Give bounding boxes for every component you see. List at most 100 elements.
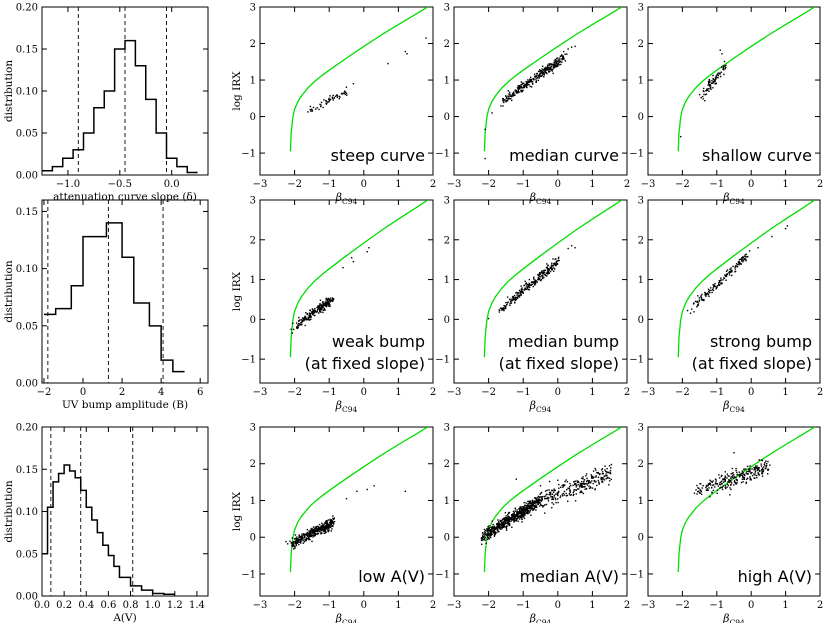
scatter-point [754, 477, 756, 480]
scatter-point [503, 523, 506, 526]
scatter-point [733, 476, 736, 478]
scatter-point [505, 304, 508, 306]
scatter-point [550, 68, 552, 70]
scatter-point [507, 512, 510, 515]
hist-ytick-label: 0.20 [16, 423, 38, 434]
scatter-point [516, 519, 518, 521]
scatter-point [341, 93, 344, 95]
scatter-point [545, 69, 547, 71]
scatter-xtick-label: −1 [322, 600, 337, 611]
scatter-point [321, 532, 323, 534]
scatter-point [746, 472, 748, 475]
scatter-point [568, 486, 571, 488]
scatter-point [517, 511, 519, 513]
scatter-xlabel-sub: C94 [730, 618, 746, 623]
scatter-point [330, 526, 332, 529]
scatter-point [295, 539, 298, 541]
scatter-frame [453, 426, 628, 597]
scatter-point [535, 498, 538, 501]
scatter-point [570, 484, 572, 487]
scatter-point [529, 508, 531, 510]
scatter-point [533, 278, 535, 280]
scatter-point [319, 305, 322, 307]
scatter-point [306, 537, 308, 540]
histogram-frame [41, 199, 209, 384]
scatter-point [501, 523, 504, 525]
scatter-point [301, 535, 303, 537]
scatter-point [686, 309, 689, 312]
scatter-points [686, 225, 789, 314]
scatter-point [522, 89, 524, 92]
scatter-point [316, 533, 318, 536]
scatter-point [541, 272, 543, 274]
scatter-point [585, 482, 587, 485]
scatter-point [295, 322, 298, 324]
scatter-point [334, 95, 337, 97]
scatter-point [518, 509, 521, 511]
scatter-point [323, 527, 325, 529]
scatter-point [721, 483, 723, 485]
scatter-point [601, 479, 603, 481]
panel-label: (at fixed slope) [305, 354, 425, 373]
scatter-point [520, 91, 523, 93]
scatter-point [727, 481, 729, 483]
scatter-point [697, 490, 700, 493]
scatter-xlabel: βC94 [722, 399, 745, 414]
scatter-point [308, 534, 310, 536]
scatter-point [318, 530, 321, 533]
scatter-point [532, 505, 534, 507]
scatter-point [587, 482, 589, 485]
hist-xtick-label: 0.0 [164, 179, 180, 190]
scatter-point [483, 535, 486, 537]
scatter-point [503, 308, 505, 310]
scatter-point [729, 270, 731, 273]
scatter-point [707, 484, 709, 487]
scatter-point [321, 308, 323, 310]
scatter-point [346, 94, 348, 96]
scatter-point [515, 298, 518, 301]
scatter-point [301, 536, 303, 538]
scatter-point [710, 289, 712, 291]
scatter-point [319, 105, 322, 108]
scatter-xtick-label: 1 [589, 387, 595, 398]
scatter-point [536, 281, 538, 283]
scatter-point [536, 499, 538, 501]
scatter-point [326, 527, 329, 529]
scatter-point [309, 108, 311, 111]
scatter-point [761, 468, 763, 471]
histogram-ylabel: distribution [3, 60, 15, 122]
scatter-point [322, 527, 324, 529]
scatter-point [730, 267, 732, 269]
scatter-point [504, 525, 506, 528]
scatter-point [510, 98, 512, 100]
scatter-point [509, 524, 511, 527]
scatter-point [705, 486, 707, 489]
scatter-point [487, 532, 490, 534]
scatter-point [545, 266, 548, 269]
scatter-point [542, 272, 545, 275]
scatter-point [547, 270, 549, 272]
scatter-point [322, 302, 325, 305]
scatter-point [307, 319, 309, 321]
scatter-point [514, 520, 516, 522]
scatter-point [545, 71, 548, 74]
scatter-point [504, 517, 506, 519]
scatter-ytick-label: 2 [444, 39, 450, 50]
scatter-point [564, 53, 566, 56]
scatter-point [310, 533, 312, 535]
scatter-point [310, 535, 312, 537]
scatter-point [696, 300, 698, 303]
scatter-point [558, 483, 560, 486]
scatter-point [540, 492, 542, 494]
scatter-point [293, 540, 295, 543]
scatter-point [599, 473, 601, 476]
scatter-point [508, 91, 511, 94]
scatter-point [548, 70, 550, 73]
scatter-ytick-label: 2 [250, 235, 256, 246]
scatter-point [726, 473, 728, 475]
scatter-point [508, 93, 510, 95]
scatter-point [486, 538, 489, 541]
scatter-point [356, 490, 358, 492]
scatter-xtick-label: 0 [748, 600, 754, 611]
scatter-point [560, 63, 562, 66]
